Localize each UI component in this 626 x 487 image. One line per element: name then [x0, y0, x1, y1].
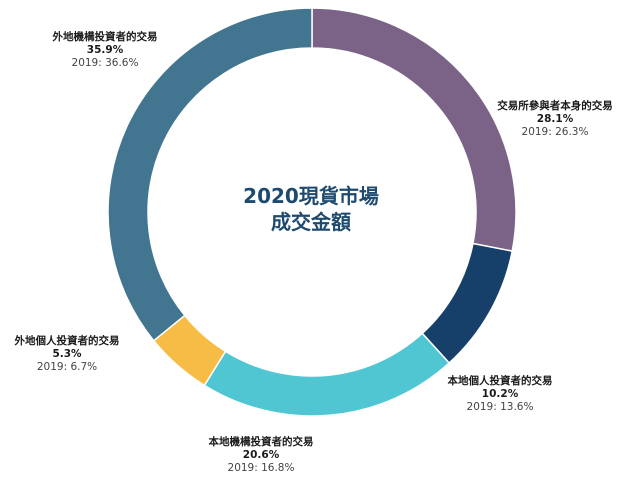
donut-slice-1: [421, 242, 514, 365]
slice-prev-value: 2019: 13.6%: [466, 401, 534, 413]
chart-title: 2020現貨市場 成交金額: [211, 183, 411, 235]
donut-slices: [107, 7, 517, 417]
slice-value: 20.6%: [242, 449, 280, 461]
slice-value: 35.9%: [86, 44, 124, 56]
slice-prev-value: 2019: 16.8%: [227, 462, 295, 474]
label-exchange-participants: 交易所參與者本身的交易 28.1% 2019: 26.3%: [480, 100, 626, 139]
slice-name: 本地機構投資者的交易: [208, 436, 314, 448]
slice-value: 28.1%: [536, 113, 574, 125]
slice-prev-value: 2019: 36.6%: [71, 57, 139, 69]
slice-prev-value: 2019: 26.3%: [521, 126, 589, 138]
label-local-institutional: 本地機構投資者的交易 20.6% 2019: 16.8%: [186, 436, 336, 475]
label-local-retail: 本地個人投資者的交易 10.2% 2019: 13.6%: [425, 375, 575, 414]
chart-title-line-2: 成交金額: [271, 210, 351, 234]
slice-value: 5.3%: [52, 348, 82, 360]
slice-value: 10.2%: [481, 388, 519, 400]
slice-name: 外地個人投資者的交易: [14, 335, 120, 347]
slice-name: 交易所參與者本身的交易: [497, 100, 613, 112]
donut-slice-4: [107, 7, 313, 342]
label-overseas-retail: 外地個人投資者的交易 5.3% 2019: 6.7%: [0, 335, 134, 374]
slice-prev-value: 2019: 6.7%: [36, 361, 98, 373]
donut-slice-2: [203, 332, 451, 417]
chart-title-line-1: 2020現貨市場: [243, 184, 379, 208]
slice-name: 本地個人投資者的交易: [447, 375, 553, 387]
label-overseas-institutional: 外地機構投資者的交易 35.9% 2019: 36.6%: [30, 31, 180, 70]
slice-name: 外地機構投資者的交易: [52, 31, 158, 43]
